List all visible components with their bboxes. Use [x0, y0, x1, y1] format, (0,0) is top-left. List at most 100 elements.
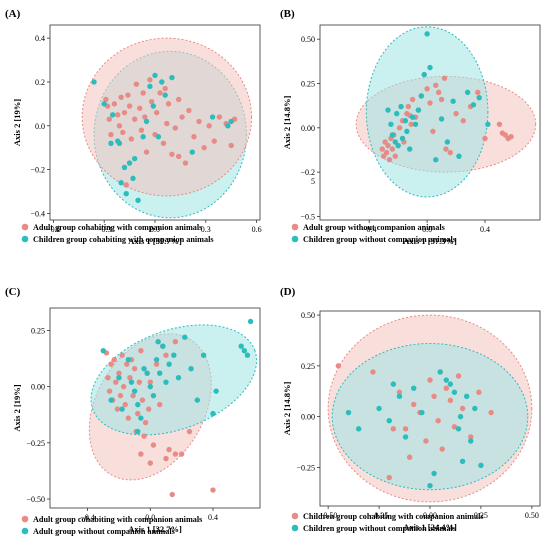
point-series-1: [176, 96, 182, 103]
point-series-2: [159, 79, 165, 85]
panel-1: (A) −0.6 −0.3 0.0 0.3 0.6 −0.4 −0.2 0.0 0.2 0.4 Axi…: [5, 8, 262, 246]
point-series-1: [179, 114, 185, 120]
point-series-1: [118, 94, 124, 101]
point-series-1: [106, 388, 113, 394]
point-series-2: [386, 417, 392, 424]
point-series-1: [157, 401, 163, 408]
plot-frame: [49, 307, 261, 509]
x-tick-label: −0.4: [80, 513, 95, 522]
point-series-1: [105, 374, 111, 381]
point-series-2: [468, 438, 474, 444]
points-layer: [335, 363, 494, 489]
x-axis-title: Axis 1 [39.7%]: [128, 236, 182, 246]
point-series-1: [496, 121, 503, 127]
point-series-1: [136, 379, 143, 385]
point-series-1: [138, 451, 144, 457]
point-series-2: [438, 116, 445, 122]
point-series-2: [225, 123, 231, 129]
panel-3: (C) −0.4 0.0 0.4 −0.50 −0.25 0.00 0.25 Axis 1 [3…: [5, 286, 261, 536]
point-series-2: [395, 142, 401, 149]
point-series-2: [125, 356, 132, 363]
point-series-2: [345, 409, 352, 416]
point-series-1: [408, 121, 414, 127]
point-series-1: [108, 361, 114, 367]
point-series-1: [162, 85, 168, 92]
y-tick-label: −0.4: [30, 209, 45, 218]
point-series-2: [155, 134, 162, 140]
point-series-2: [437, 369, 443, 375]
point-series-1: [476, 389, 482, 395]
point-series-1: [106, 116, 112, 122]
point-series-2: [396, 393, 403, 400]
panel-label: (B): [280, 8, 295, 20]
point-series-1: [169, 151, 175, 157]
legend-label: Adult group cohabiting with companion an…: [33, 515, 202, 524]
point-series-2: [356, 426, 362, 432]
point-series-2: [385, 107, 391, 113]
y-tick-label: 0.0: [35, 122, 45, 131]
point-series-1: [116, 370, 122, 376]
point-series-1: [148, 98, 155, 105]
point-series-1: [163, 455, 169, 462]
point-series-2: [394, 110, 400, 117]
point-series-2: [241, 347, 248, 354]
point-series-1: [488, 409, 494, 416]
point-series-2: [163, 379, 169, 385]
point-series-2: [427, 64, 433, 71]
y-tick-label: 0.25: [301, 80, 315, 89]
point-series-1: [147, 379, 153, 385]
y-tick-label: 0.2: [35, 78, 45, 87]
point-series-2: [388, 121, 394, 127]
legend-marker: [291, 235, 299, 243]
point-series-1: [211, 138, 217, 144]
point-series-2: [189, 149, 195, 155]
point-series-2: [109, 112, 116, 118]
ellipse-layer: [327, 314, 533, 503]
point-series-2: [424, 31, 430, 37]
point-series-2: [415, 107, 422, 113]
point-series-1: [141, 433, 147, 439]
point-series-1: [430, 128, 436, 135]
point-series-2: [126, 160, 133, 166]
point-series-2: [153, 356, 160, 363]
y-tick-label: 0.50: [301, 35, 315, 44]
point-series-1: [427, 100, 433, 106]
point-series-1: [396, 389, 403, 395]
point-series-1: [133, 81, 140, 87]
legend: Adult group cohabiting with companion an…: [21, 223, 214, 244]
point-series-1: [126, 103, 133, 109]
point-series-2: [427, 482, 433, 489]
point-series-1: [160, 140, 167, 147]
point-series-1: [402, 426, 409, 432]
point-series-2: [116, 374, 122, 381]
point-series-2: [101, 101, 107, 107]
point-series-1: [447, 397, 454, 404]
point-series-2: [147, 383, 153, 390]
point-series-2: [407, 146, 413, 152]
point-series-2: [390, 381, 397, 387]
point-series-2: [108, 140, 114, 147]
point-series-1: [108, 131, 114, 138]
y-tick-label: 0.4: [35, 34, 45, 43]
panel-label: (D): [280, 286, 296, 298]
x-tick-label: 0.0: [150, 225, 160, 234]
point-series-1: [139, 397, 146, 403]
point-series-1: [482, 135, 488, 142]
point-series-1: [392, 153, 398, 159]
point-series-2: [409, 114, 416, 120]
point-series-1: [386, 474, 392, 481]
point-series-2: [398, 103, 404, 110]
point-series-2: [247, 318, 254, 325]
point-series-2: [162, 92, 168, 98]
x-tick-label: −0.6: [46, 225, 61, 234]
point-series-2: [209, 114, 216, 120]
point-series-1: [138, 127, 145, 133]
point-series-1: [182, 160, 189, 166]
point-series-2: [244, 352, 251, 358]
point-series-2: [118, 180, 124, 186]
legend: Adult group without companion animals Chi…: [291, 223, 456, 244]
point-series-1: [164, 120, 170, 127]
point-series-2: [472, 405, 478, 412]
y-tick-label: 0.00: [31, 383, 45, 392]
point-series-2: [389, 132, 396, 138]
